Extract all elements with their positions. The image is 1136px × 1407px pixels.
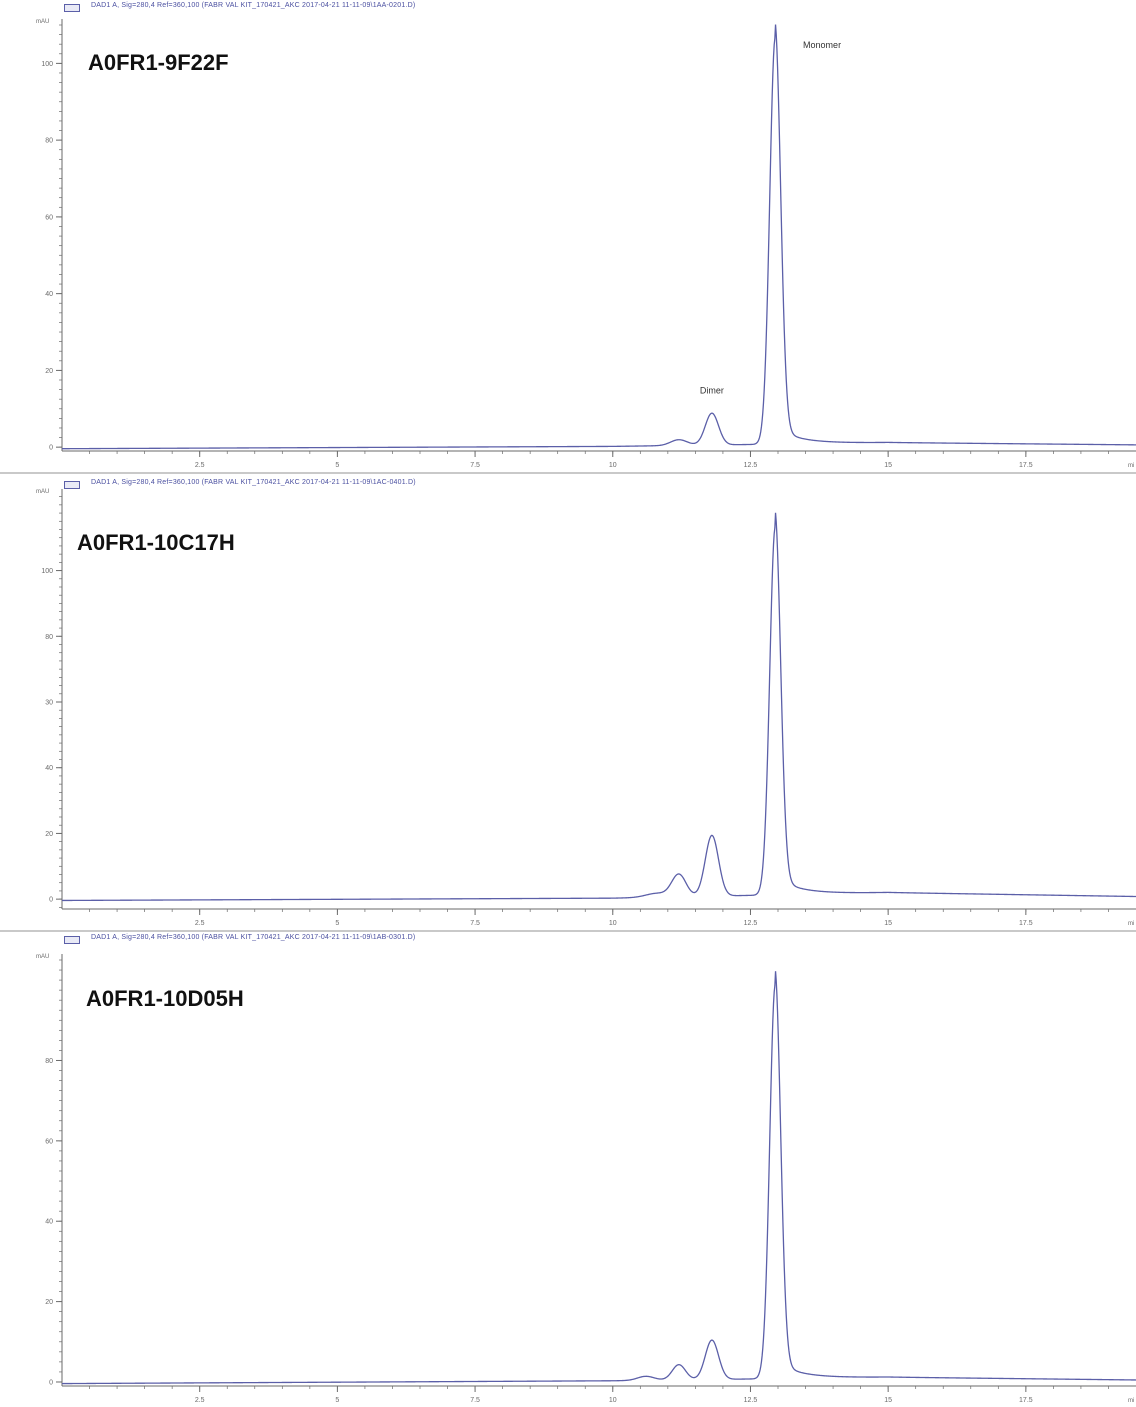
sample-label: A0FR1-10C17H (77, 530, 235, 555)
x-tick-label: 7.5 (470, 920, 480, 927)
y-tick-label: 0 (49, 897, 53, 904)
chromatogram-plot-3: mAU mi 0 20 40 60 80 2.5 5 7.5 10 12.5 15 17.5 (36, 954, 1136, 1404)
x-tick-label: 12.5 (744, 920, 758, 927)
y-tick-label: 80 (45, 634, 53, 641)
y-tick-label: 0 (49, 1379, 53, 1386)
chromatogram-plot-1: mAU mi 0 20 40 60 80 100 2.5 5 7.5 10 12.5 15 17.5 Dime… (36, 19, 1136, 469)
legend-swatch (64, 4, 80, 12)
y-axis-label: mAU (36, 19, 49, 25)
x-tick-label: 10 (609, 920, 617, 927)
y-tick-label: 80 (45, 1058, 53, 1065)
x-tick-label: 12.5 (744, 462, 758, 469)
y-tick-label: 40 (45, 765, 53, 772)
y-tick-label: 0 (49, 445, 53, 452)
y-tick-label: 60 (45, 214, 53, 221)
y-tick-label: 60 (45, 1138, 53, 1145)
x-tick-label: 15 (884, 462, 892, 469)
x-tick-label: 17.5 (1019, 1397, 1033, 1404)
y-tick-label: 20 (45, 831, 53, 838)
x-tick-label: 10 (609, 1397, 617, 1404)
sample-label: A0FR1-9F22F (88, 50, 229, 75)
y-tick-label: 20 (45, 368, 53, 375)
y-tick-label: 80 (45, 138, 53, 145)
x-tick-label: 15 (884, 920, 892, 927)
chromatogram-panel-1: DAD1 A, Sig=280,4 Ref=360,100 (FABR VAL … (0, 0, 1136, 472)
x-tick-label: 7.5 (470, 1397, 480, 1404)
x-tick-label: 15 (884, 1397, 892, 1404)
chromatogram-trace (61, 24, 1136, 450)
peak-annotation: Dimer (700, 385, 724, 395)
x-tick-label: 5 (335, 1397, 339, 1404)
panel-divider (0, 930, 1136, 932)
x-tick-label: 10 (609, 462, 617, 469)
y-tick-label: 20 (45, 1299, 53, 1306)
chromatogram-trace (62, 971, 1136, 1385)
x-tick-label: 17.5 (1019, 920, 1033, 927)
x-tick-label: 5 (335, 462, 339, 469)
x-tick-label: 2.5 (195, 920, 205, 927)
x-tick-label: 7.5 (470, 462, 480, 469)
y-tick-label: 30 (45, 700, 53, 707)
y-tick-label: 100 (41, 61, 53, 68)
legend-swatch (64, 481, 80, 489)
x-axis-label: mi (1128, 1398, 1134, 1404)
y-tick-label: 40 (45, 291, 53, 298)
chromatogram-panel-3: DAD1 A, Sig=280,4 Ref=360,100 (FABR VAL … (0, 933, 1136, 1407)
sample-label: A0FR1-10D05H (86, 986, 244, 1011)
y-axis-label: mAU (36, 489, 49, 495)
peak-annotation: Monomer (803, 40, 841, 50)
y-axis-label: mAU (36, 954, 49, 960)
chromatogram-trace (61, 512, 1136, 902)
y-tick-label: 40 (45, 1219, 53, 1226)
x-tick-label: 5 (335, 920, 339, 927)
x-tick-label: 2.5 (195, 1397, 205, 1404)
panel-divider (0, 472, 1136, 474)
legend-text: DAD1 A, Sig=280,4 Ref=360,100 (FABR VAL … (91, 2, 416, 9)
y-tick-label: 100 (41, 568, 53, 575)
x-tick-label: 12.5 (744, 1397, 758, 1404)
x-tick-label: 2.5 (195, 462, 205, 469)
x-axis-label: mi (1128, 921, 1134, 927)
legend-text: DAD1 A, Sig=280,4 Ref=360,100 (FABR VAL … (91, 934, 416, 941)
x-tick-label: 17.5 (1019, 462, 1033, 469)
x-axis-label: mi (1128, 463, 1134, 469)
chromatogram-plot-2: mAU mi 0 20 40 30 80 100 2.5 5 7.5 10 12.5 15 17.5 (36, 489, 1136, 927)
chromatogram-panel-2: DAD1 A, Sig=280,4 Ref=360,100 (FABR VAL … (0, 475, 1136, 930)
legend-text: DAD1 A, Sig=280,4 Ref=360,100 (FABR VAL … (91, 479, 416, 486)
legend-swatch (64, 936, 80, 944)
